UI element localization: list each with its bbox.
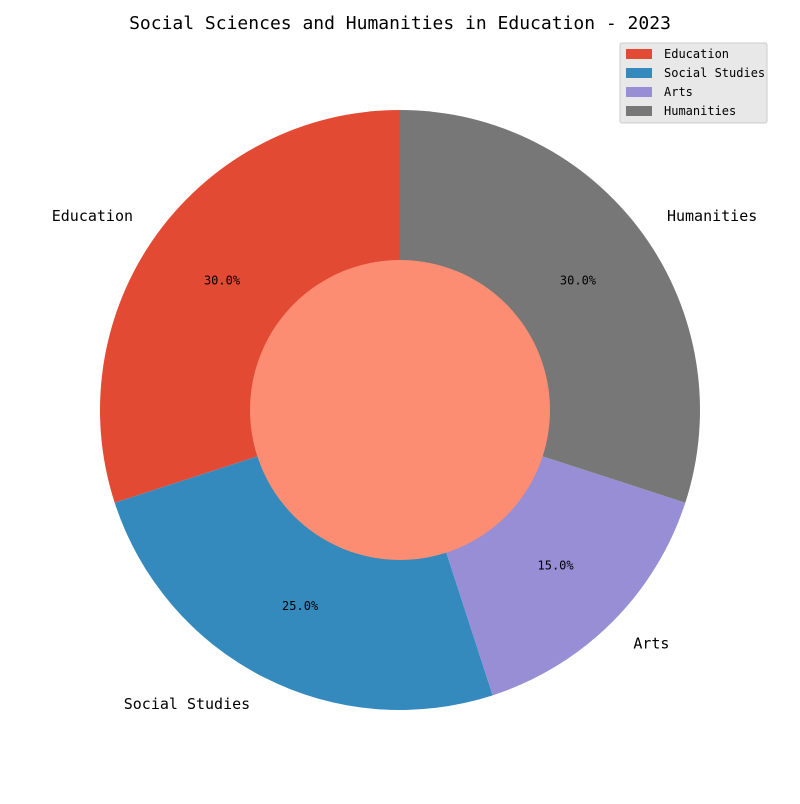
slice-label-humanities: Humanities bbox=[667, 207, 757, 225]
percent-label-social-studies: 25.0% bbox=[282, 599, 319, 613]
slice-label-social-studies: Social Studies bbox=[124, 695, 250, 713]
donut-center bbox=[250, 260, 550, 560]
legend-swatch-social-studies bbox=[626, 68, 652, 78]
percent-labels: 30.0% 25.0% 15.0% 30.0% bbox=[204, 274, 597, 613]
legend: Education Social Studies Arts Humanities bbox=[619, 42, 768, 124]
legend-label-humanities: Humanities bbox=[664, 104, 736, 118]
category-labels: Education Social Studies Arts Humanities bbox=[52, 207, 758, 713]
chart-title: Social Sciences and Humanities in Educat… bbox=[129, 13, 671, 34]
legend-label-arts: Arts bbox=[664, 85, 693, 99]
legend-items: Education Social Studies Arts Humanities bbox=[626, 47, 765, 118]
percent-label-arts: 15.0% bbox=[538, 559, 575, 573]
legend-swatch-arts bbox=[626, 87, 652, 97]
slice-label-education: Education bbox=[52, 207, 133, 225]
percent-label-humanities: 30.0% bbox=[560, 274, 597, 288]
percent-label-education: 30.0% bbox=[204, 274, 241, 288]
legend-box bbox=[619, 42, 768, 124]
legend-label-education: Education bbox=[664, 47, 729, 61]
legend-label-social-studies: Social Studies bbox=[664, 66, 765, 80]
legend-swatch-humanities bbox=[626, 106, 652, 116]
legend-swatch-education bbox=[626, 49, 652, 59]
slice-label-arts: Arts bbox=[633, 634, 669, 652]
